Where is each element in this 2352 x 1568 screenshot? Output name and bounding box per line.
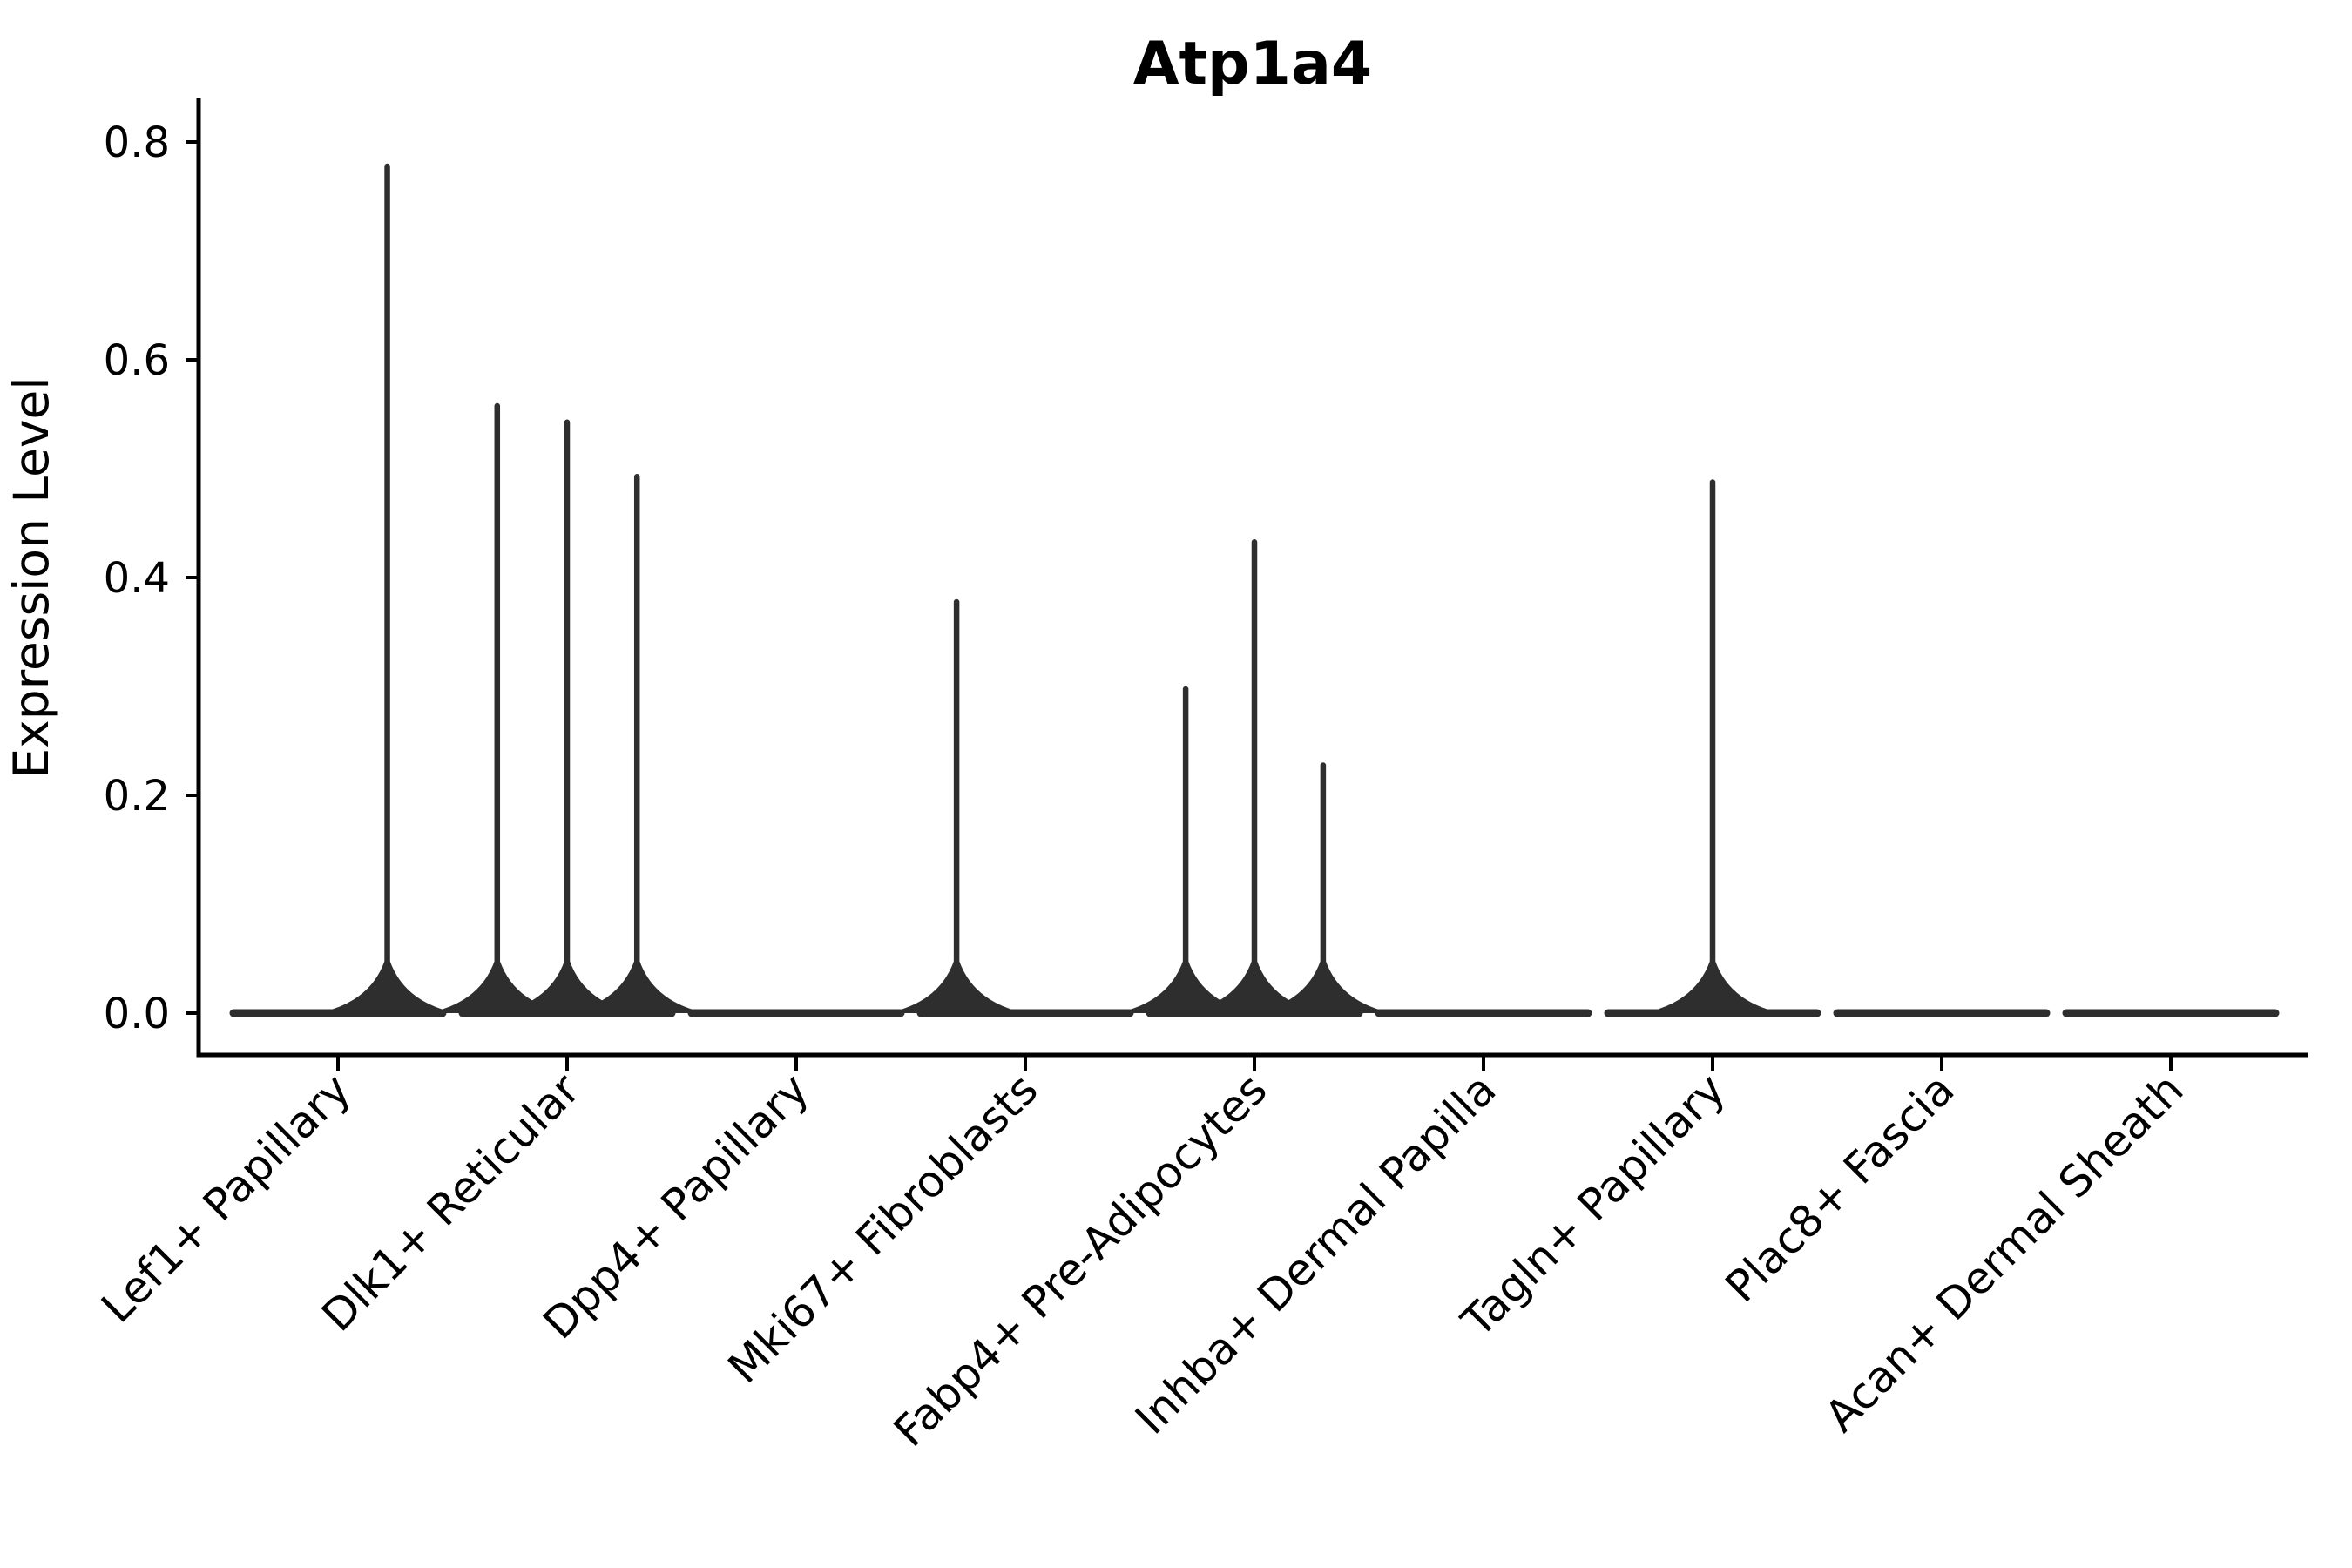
y-axis-label: Expression Level xyxy=(3,376,59,778)
violin-spike-flare xyxy=(1116,961,1256,1013)
violin-spike-flare xyxy=(567,961,707,1013)
violin-spike-flare xyxy=(317,961,457,1013)
violin-spike-flare xyxy=(427,961,567,1013)
violin-3 xyxy=(887,598,1134,1017)
violins-layer xyxy=(229,163,2280,1017)
violin-6 xyxy=(1604,479,1821,1017)
x-category-label: Plac8+ Fascia xyxy=(1716,1064,1964,1312)
violin-0 xyxy=(229,163,457,1017)
y-tick-label: 0.8 xyxy=(104,118,170,167)
plot-title: Atp1a4 xyxy=(1133,30,1372,98)
x-category-label: Fabp4+ Pre-Adipocytes xyxy=(884,1064,1277,1456)
violin-spike-flare xyxy=(887,961,1027,1013)
violin-spike-flare xyxy=(1643,961,1782,1013)
violin-spike-flare xyxy=(1185,961,1324,1013)
axes-layer xyxy=(186,98,2308,1071)
y-tick-label: 0.0 xyxy=(104,990,170,1038)
y-tick-label: 0.6 xyxy=(104,336,170,385)
x-category-label: Lef1+ Papillary xyxy=(91,1064,360,1332)
violin-spike-flare xyxy=(1253,961,1393,1013)
y-tick-label: 0.2 xyxy=(104,772,170,821)
violin-1 xyxy=(427,402,707,1017)
violin-4 xyxy=(1116,539,1393,1017)
violin-spike-flare xyxy=(497,961,637,1013)
y-tick-label: 0.4 xyxy=(104,554,170,603)
